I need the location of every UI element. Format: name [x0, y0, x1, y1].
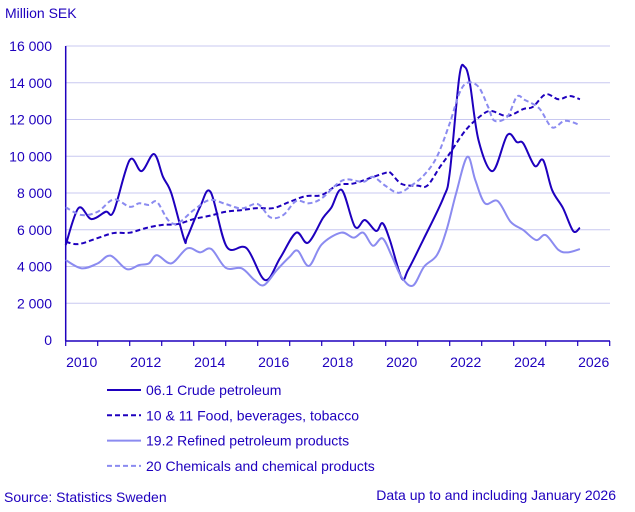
y-tick-label: 0 [44, 332, 52, 348]
x-axis: 2010 2012 2014 2016 2018 2020 2022 2024 2026 [64, 46, 611, 370]
series-line-2 [65, 155, 581, 287]
y-tick-label: 12 000 [9, 112, 52, 128]
x-tick-label: 2016 [258, 354, 289, 370]
y-tick-label: 2 000 [17, 295, 52, 311]
x-tick-label: 2022 [450, 354, 481, 370]
legend-label: 10 & 11 Food, beverages, tobacco [146, 407, 359, 423]
x-tick-label: 2024 [514, 354, 545, 370]
series-line-0 [64, 63, 581, 282]
x-tick-label: 2014 [194, 354, 225, 370]
legend-label: 06.1 Crude petroleum [146, 382, 281, 398]
x-tick-label: 2010 [66, 354, 97, 370]
y-tick-label: 8 000 [17, 185, 52, 201]
source-note: Source: Statistics Sweden [4, 489, 167, 505]
x-tick-label: 2026 [578, 354, 609, 370]
y-axis-title: Million SEK [5, 5, 77, 21]
y-tick-label: 14 000 [9, 75, 52, 91]
legend-label: 19.2 Refined petroleum products [146, 433, 349, 449]
x-tick-label: 2018 [322, 354, 353, 370]
data-coverage-note: Data up to and including January 2026 [376, 487, 616, 503]
y-tick-labels: 0 2 000 4 000 6 000 8 000 10 000 12 000 14 000 1… [9, 38, 52, 348]
y-tick-label: 4 000 [17, 259, 52, 275]
y-tick-label: 6 000 [17, 222, 52, 238]
legend: 06.1 Crude petroleum 10 & 11 Food, bevera… [107, 382, 375, 474]
y-tick-label: 16 000 [9, 38, 52, 54]
legend-label: 20 Chemicals and chemical products [146, 458, 375, 474]
series-lines [64, 63, 581, 287]
y-tick-label: 10 000 [9, 148, 52, 164]
x-tick-label: 2012 [130, 354, 161, 370]
series-line-3 [65, 81, 581, 226]
x-tick-label: 2020 [386, 354, 417, 370]
